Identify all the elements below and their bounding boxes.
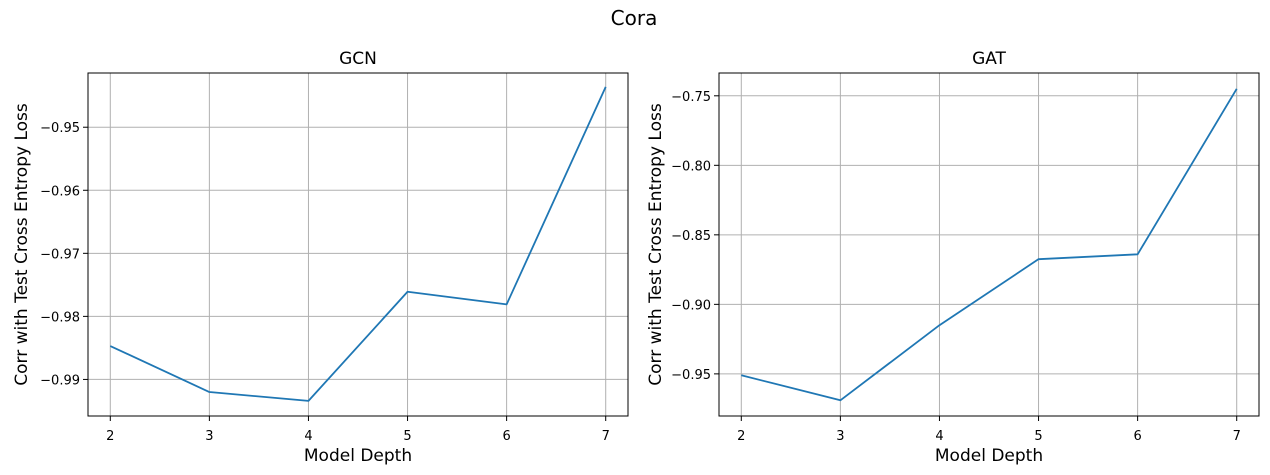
y-tick-label: −0.95 (671, 368, 711, 383)
panel-gcn: 2 3 4 5 6 7 −0.99 −0.98 −0.97 −0.96 −0.95 GCN Model … (12, 49, 629, 466)
panel-title: GCN (339, 49, 377, 69)
y-axis-label: Corr with Test Cross Entropy Loss (646, 103, 666, 386)
plot-frame (718, 72, 1260, 417)
plot-frame (87, 72, 629, 417)
x-tick-label: 7 (602, 429, 610, 444)
y-tick-label: −0.99 (40, 373, 80, 388)
x-tick-label: 4 (935, 429, 943, 444)
y-tick-label: −0.85 (671, 229, 711, 244)
y-tick-label: −0.96 (40, 184, 80, 199)
series-line (109, 86, 607, 402)
panel-gat: 2 3 4 5 6 7 −0.95 −0.90 −0.85 −0.80 −0.75 GAT Model … (646, 49, 1260, 466)
y-tick-label: −0.90 (671, 298, 711, 313)
x-tick-label: 3 (205, 429, 213, 444)
x-tick-label: 6 (502, 429, 510, 444)
x-tick-label: 5 (403, 429, 411, 444)
x-tick-label: 2 (737, 429, 745, 444)
x-tick-label: 6 (1133, 429, 1141, 444)
x-tick-label: 5 (1034, 429, 1042, 444)
x-tick-label: 4 (304, 429, 312, 444)
x-tick-label: 3 (836, 429, 844, 444)
x-axis-label: Model Depth (935, 446, 1043, 466)
y-tick-label: −0.80 (671, 159, 711, 174)
y-tick-label: −0.98 (40, 310, 80, 325)
y-tick-label: −0.95 (40, 121, 80, 136)
y-tick-label: −0.75 (671, 90, 711, 105)
panel-title: GAT (972, 49, 1006, 69)
series-line (741, 88, 1238, 402)
y-tick-label: −0.97 (40, 247, 80, 262)
x-axis-label: Model Depth (304, 446, 412, 466)
x-tick-label: 7 (1233, 429, 1241, 444)
y-axis-label: Corr with Test Cross Entropy Loss (12, 103, 32, 386)
x-tick-label: 2 (106, 429, 114, 444)
figure-suptitle: Cora (611, 6, 658, 30)
